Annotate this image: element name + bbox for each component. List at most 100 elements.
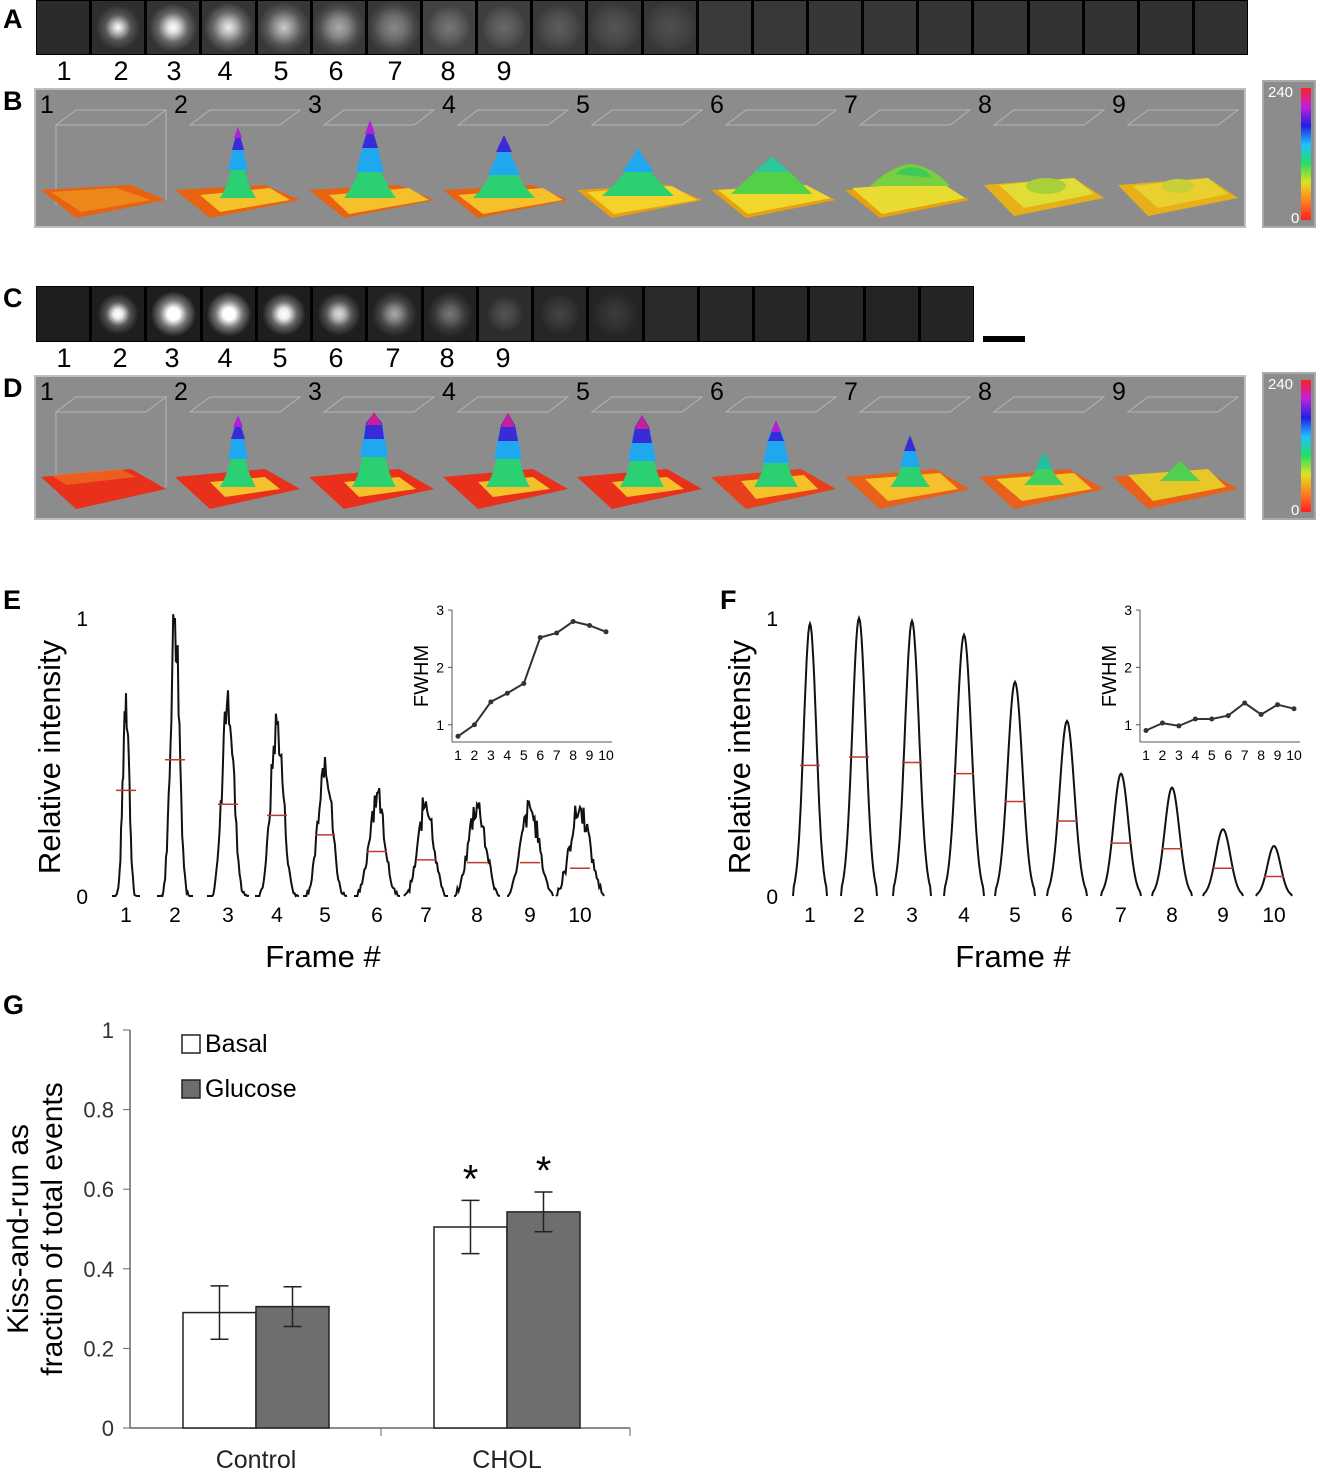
frame-number: 7 [844, 378, 858, 406]
inset-fwhm-point [1275, 702, 1281, 708]
intensity-peak [157, 614, 193, 898]
inset-x-tick-label: 2 [471, 747, 479, 763]
inset-fwhm-point [1242, 700, 1248, 706]
surface-plot-graphic [41, 396, 168, 509]
inset-x-tick-label: 5 [520, 747, 528, 763]
colorbar-min-label: 0 [1291, 502, 1300, 519]
x-tick-label: CHOL [472, 1446, 542, 1474]
x-tick-label: 5 [319, 904, 331, 927]
inset-fwhm-point [570, 618, 576, 624]
frame-number: 1 [40, 91, 54, 119]
inset-fwhm-point [471, 722, 477, 728]
y-tick-label: 0 [766, 886, 778, 909]
intensity-peak [207, 690, 250, 898]
colorbar-max-label: 240 [1268, 84, 1294, 101]
panel-d-surface-plots: 1 2 3 [34, 375, 1246, 520]
x-tick-label: 7 [420, 904, 432, 927]
inset-y-axis-label: FWHM [1099, 645, 1121, 707]
image-tile [810, 287, 863, 341]
colorbar-min-label: 0 [1291, 210, 1300, 227]
colorbar-max-label: 240 [1268, 376, 1294, 393]
scale-bar [983, 336, 1025, 342]
image-tile [423, 287, 476, 341]
panel-c-image-strip [36, 286, 974, 342]
frame-number: 6 [328, 56, 344, 86]
x-tick-label: 10 [568, 904, 591, 927]
inset-y-tick-label: 2 [436, 659, 444, 675]
image-tile [1029, 1, 1082, 54]
inset-y-tick-label: 3 [1124, 602, 1132, 618]
surface-plot: 6 [706, 377, 840, 518]
y-axis-label: Relative intensity [32, 639, 67, 874]
bar-glucose [506, 1211, 581, 1429]
image-tile [865, 287, 918, 341]
image-tile [202, 1, 255, 54]
intensity-peak [892, 617, 932, 897]
frame-number: 9 [496, 56, 512, 86]
y-tick-label: 1 [76, 608, 88, 631]
inset-x-tick-label: 7 [1241, 747, 1249, 763]
image-tile [202, 287, 255, 341]
colorbar-gradient [1301, 380, 1311, 512]
x-tick-label: 9 [524, 904, 536, 927]
inset-fwhm-point [455, 733, 461, 739]
x-tick-label: 2 [169, 904, 181, 927]
intensity-peak [555, 804, 605, 897]
inset-fwhm-point [1143, 728, 1149, 734]
inset-fwhm-point [587, 622, 593, 628]
x-tick-label: 10 [1262, 904, 1285, 927]
significance-marker: * [463, 1157, 479, 1201]
inset-fwhm-point [1225, 713, 1231, 719]
colorbar-gradient [1301, 88, 1311, 220]
inset-x-tick-label: 2 [1159, 747, 1167, 763]
x-tick-label: 1 [120, 904, 132, 927]
y-axis-label-line: Kiss-and-run as [2, 1124, 35, 1334]
surface-plot-graphic [1118, 109, 1240, 216]
inset-fwhm-line [457, 620, 607, 738]
image-tile [755, 287, 808, 341]
inset-fwhm-line [1145, 701, 1295, 732]
image-tile [699, 287, 753, 341]
intensity-peak [1046, 719, 1088, 897]
surface-plot: 8 [974, 90, 1108, 226]
surface-plot: 1 [36, 377, 170, 518]
intensity-peak [792, 620, 828, 897]
panel-c-label: C [3, 283, 23, 313]
image-tile [920, 287, 973, 341]
intensity-peak [255, 713, 299, 898]
x-tick-label: 6 [371, 904, 383, 927]
image-tile [1139, 1, 1192, 54]
inset-y-tick-label: 2 [1124, 659, 1132, 675]
frame-number: 3 [166, 56, 182, 86]
surface-plot: 7 [840, 90, 974, 226]
frame-number: 2 [174, 378, 188, 406]
surface-plot: 9 [1108, 90, 1242, 226]
inset-fwhm-point [1258, 711, 1264, 717]
surface-plot-graphic [41, 109, 168, 218]
inset-x-tick-label: 4 [1191, 747, 1199, 763]
surface-plot: 3 [304, 90, 438, 226]
surface-plot-graphic [979, 396, 1106, 509]
frame-number: 6 [710, 378, 724, 406]
intensity-peak [1100, 772, 1142, 897]
legend-label: Basal [205, 1030, 268, 1058]
image-tile [974, 1, 1027, 54]
y-tick-label: 0.4 [83, 1257, 114, 1282]
image-tile [643, 1, 696, 54]
significance-marker: * [536, 1149, 552, 1193]
inset-fwhm-point [537, 635, 543, 641]
inset-fwhm-point [504, 690, 510, 696]
image-tile [92, 287, 145, 341]
image-tile [534, 287, 587, 341]
inset-x-tick-label: 10 [1286, 747, 1302, 763]
intensity-peak [112, 693, 140, 897]
inset-fwhm-point [1209, 716, 1215, 722]
x-tick-label: 5 [1009, 904, 1021, 927]
frame-number: 5 [576, 91, 590, 119]
legend-swatch [181, 1079, 201, 1099]
surface-plot-graphic [175, 396, 302, 509]
image-tile [588, 1, 641, 54]
y-tick-label: 1 [102, 1018, 114, 1043]
inset-fwhm-point [1159, 720, 1165, 726]
surface-plot-graphic [984, 109, 1106, 216]
